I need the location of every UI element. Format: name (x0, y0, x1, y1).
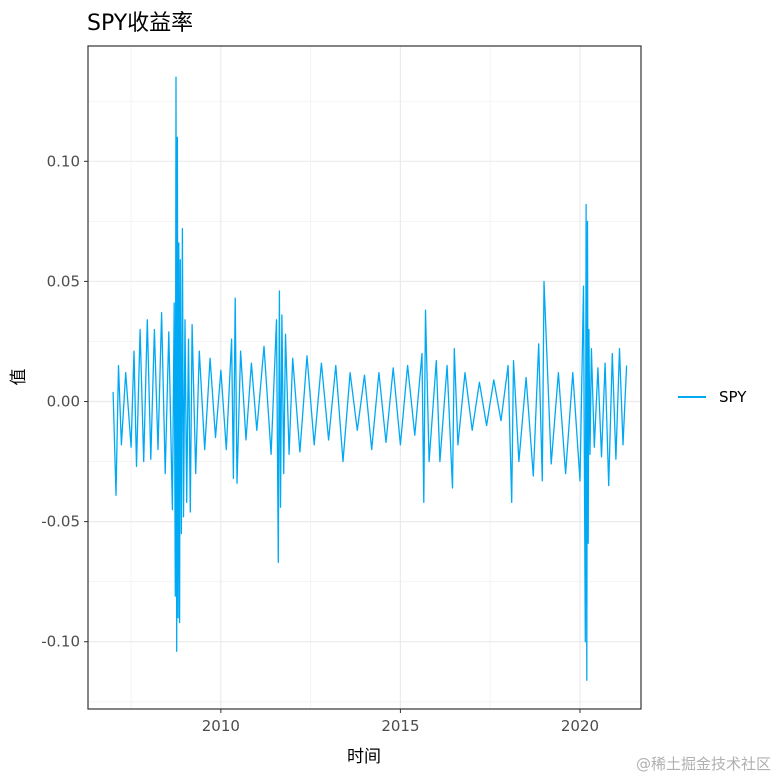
chart-title: SPY收益率 (87, 11, 193, 36)
x-tick-label-0: 2010 (202, 717, 240, 735)
y-tick-label-0: 0.10 (47, 152, 80, 170)
y-tick-label-1: 0.05 (47, 272, 80, 290)
series-layer (112, 76, 628, 681)
series-line-spy (112, 76, 628, 681)
y-axis-title: 值 (9, 369, 29, 386)
x-axis: 2010 2015 2020 (202, 709, 599, 735)
x-tick-label-1: 2015 (381, 717, 419, 735)
legend: SPY (678, 388, 747, 406)
y-tick-label-2: 0.00 (47, 393, 80, 411)
plot-border (87, 45, 642, 710)
legend-label-spy: SPY (719, 388, 747, 406)
x-axis-title: 时间 (347, 747, 381, 767)
watermark: @稀土掘金技术社区 (636, 755, 771, 773)
y-tick-label-3: -0.05 (41, 513, 80, 531)
x-tick-label-2: 2020 (561, 717, 599, 735)
y-axis: 0.10 0.05 0.00 -0.05 -0.10 (41, 152, 88, 651)
y-tick-label-4: -0.10 (41, 633, 80, 651)
